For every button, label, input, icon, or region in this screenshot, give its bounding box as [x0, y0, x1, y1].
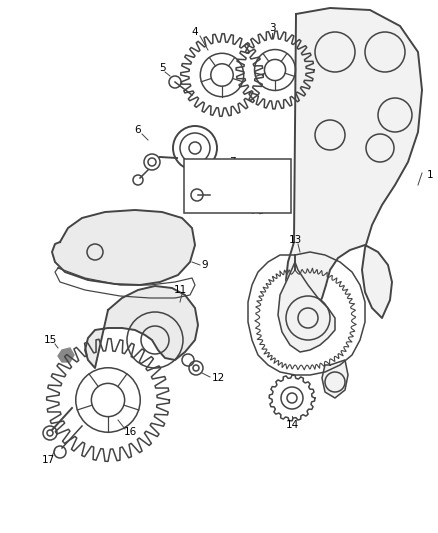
Text: 1: 1 — [427, 170, 433, 180]
Polygon shape — [278, 262, 335, 352]
Text: 13: 13 — [288, 235, 302, 245]
Polygon shape — [85, 286, 198, 368]
Text: 9: 9 — [201, 260, 208, 270]
Text: 3: 3 — [268, 23, 276, 33]
Text: 8: 8 — [193, 170, 199, 180]
Text: 16: 16 — [124, 427, 137, 437]
Polygon shape — [58, 348, 74, 362]
Text: 12: 12 — [212, 373, 225, 383]
Text: 17: 17 — [41, 455, 55, 465]
Text: 5: 5 — [159, 63, 165, 73]
Text: 7: 7 — [229, 157, 235, 167]
Text: 15: 15 — [43, 335, 57, 345]
FancyBboxPatch shape — [184, 159, 291, 213]
Text: 11: 11 — [173, 285, 187, 295]
Polygon shape — [286, 8, 422, 318]
Polygon shape — [52, 210, 195, 285]
Text: 6: 6 — [135, 125, 141, 135]
Text: 14: 14 — [286, 420, 299, 430]
Polygon shape — [322, 360, 348, 398]
Text: 4: 4 — [192, 27, 198, 37]
